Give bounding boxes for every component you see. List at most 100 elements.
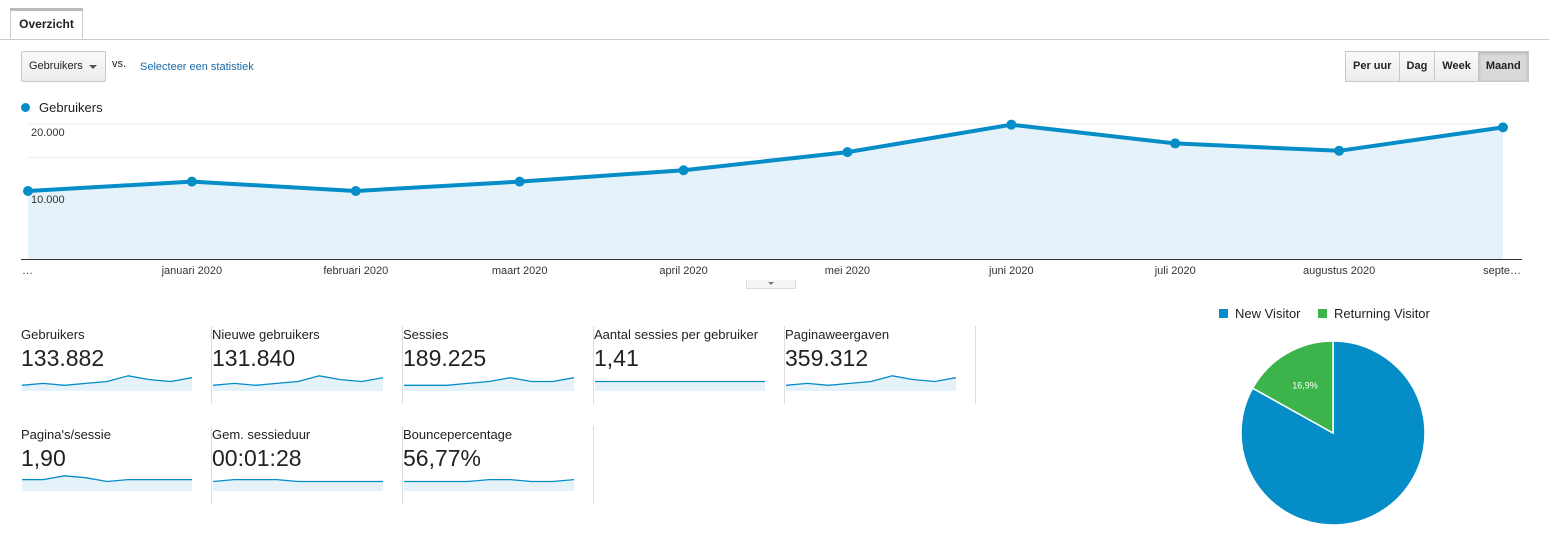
metric-value: 359.312 (785, 345, 869, 371)
metric-value: 189.225 (403, 345, 487, 371)
sparkline-area (213, 479, 383, 491)
metric-sparkline (22, 475, 192, 491)
sparkline-line (213, 375, 383, 386)
metric-label: Aantal sessies per gebruiker (594, 327, 759, 342)
data-point-6 (1006, 119, 1017, 130)
tab-bar: Overzicht (0, 0, 1549, 40)
metric-separator (593, 326, 594, 404)
metric-sparkline (213, 375, 383, 391)
period-button-per-uur[interactable]: Per uur (1345, 51, 1400, 82)
chevron-down-icon (89, 65, 97, 69)
metric-separator (975, 326, 976, 404)
metric-sparkline (595, 380, 765, 391)
metric-label: Nieuwe gebruikers (212, 327, 320, 342)
metric-separator (784, 326, 785, 404)
period-button-week[interactable]: Week (1434, 51, 1479, 82)
sparkline-area (22, 375, 192, 391)
sparkline-area (213, 375, 383, 391)
metric-dropdown-label: Gebruikers (29, 60, 83, 72)
sparkline-line (22, 475, 192, 483)
legend-swatch-icon (1219, 309, 1228, 318)
data-point-2 (350, 186, 361, 196)
metric-sparkline (22, 375, 192, 391)
x-tick-label: mei 2020 (825, 265, 870, 277)
legend-swatch-icon (1318, 309, 1327, 318)
sparkline-area (404, 479, 574, 491)
metric-value: 1,41 (594, 345, 639, 371)
data-point-1 (186, 176, 197, 187)
metric-card[interactable]: Gebruikers 133.882 (21, 326, 212, 406)
metric-sparkline (404, 478, 574, 491)
metric-separator (211, 426, 212, 504)
metric-sparkline (786, 375, 956, 391)
data-point-3 (514, 176, 525, 187)
metric-label: Paginaweergaven (785, 327, 890, 342)
metric-label: Gem. sessieduur (212, 427, 311, 442)
series-area (28, 124, 1503, 259)
period-button-maand[interactable]: Maand (1477, 51, 1529, 82)
sparkline-area (595, 381, 765, 391)
x-tick-label: juni 2020 (988, 265, 1034, 277)
data-point-5 (842, 147, 853, 158)
metric-sparkline (213, 478, 383, 491)
data-point-0 (23, 186, 33, 196)
x-tick-label: septe… (1483, 265, 1521, 277)
metric-card[interactable]: Paginaweergaven 359.312 (785, 326, 976, 406)
users-line-chart: 20.000 10.000 … januari 2020 februari 2020 ma… (21, 119, 1522, 277)
data-point-4 (678, 165, 689, 176)
metric-card[interactable]: Nieuwe gebruikers 131.840 (212, 326, 403, 406)
metric-value: 131.840 (212, 345, 296, 371)
pie-slice-label: 16,9% (1292, 380, 1318, 390)
sparkline-line (404, 478, 574, 483)
sparkline-line (22, 375, 192, 386)
data-point-7 (1170, 138, 1181, 149)
metric-card[interactable]: Gem. sessieduur 00:01:28 (212, 426, 403, 506)
metric-separator (211, 326, 212, 404)
metric-value: 133.882 (21, 345, 105, 371)
legend-dot-icon (21, 103, 30, 112)
y-tick-label: 10.000 (31, 194, 65, 206)
tab-bar-divider (0, 39, 1549, 40)
metric-dropdown[interactable]: Gebruikers (21, 51, 106, 82)
x-tick-label: augustus 2020 (1303, 265, 1375, 277)
data-point-8 (1334, 145, 1345, 156)
metric-value: 00:01:28 (212, 445, 302, 471)
metric-label: Gebruikers (21, 327, 85, 342)
x-tick-label: februari 2020 (323, 265, 388, 277)
x-tick-label: juli 2020 (1154, 265, 1196, 277)
pie-legend-returning-visitor: Returning Visitor (1318, 306, 1430, 321)
period-button-dag[interactable]: Dag (1398, 51, 1436, 82)
visitor-pie-chart: 83,1% 16,9% (1240, 340, 1426, 526)
x-tick-label: … (22, 265, 33, 277)
pie-slice-0 (1240, 340, 1426, 526)
metric-label: Pagina's/sessie (21, 427, 111, 442)
metric-card[interactable]: Bouncepercentage 56,77% (403, 426, 594, 506)
data-point-9 (1498, 122, 1508, 133)
tab-overzicht[interactable]: Overzicht (10, 8, 83, 39)
pie-slice-1 (1251, 340, 1334, 435)
select-metric-link[interactable]: Selecteer een statistiek (140, 61, 254, 73)
pie-legend-new-visitor: New Visitor (1219, 306, 1301, 321)
x-tick-label: maart 2020 (492, 265, 548, 277)
pie-legend-label: Returning Visitor (1334, 306, 1430, 321)
chart-legend: Gebruikers (21, 100, 103, 115)
metric-card[interactable]: Sessies 189.225 (403, 326, 594, 406)
pie-legend-label: New Visitor (1235, 306, 1301, 321)
metric-separator (402, 326, 403, 404)
series-line (27, 122, 1504, 193)
pie-slice-label: 83,1% (1376, 518, 1402, 526)
metric-value: 56,77% (403, 445, 482, 471)
sparkline-line (213, 478, 383, 483)
sparkline-area (786, 375, 956, 391)
x-tick-label: januari 2020 (161, 265, 223, 277)
chart-expand-toggle[interactable] (746, 280, 796, 289)
sparkline-area (404, 377, 574, 391)
period-selector: Per uur Dag Week Maand (1345, 51, 1529, 82)
metric-label: Sessies (403, 327, 449, 342)
metric-sparkline (404, 377, 574, 391)
metric-separator (402, 426, 403, 504)
vs-label: vs. (112, 58, 127, 70)
metric-card[interactable]: Aantal sessies per gebruiker 1,41 (594, 326, 785, 406)
metric-card[interactable]: Pagina's/sessie 1,90 (21, 426, 212, 506)
sparkline-line (404, 377, 574, 386)
